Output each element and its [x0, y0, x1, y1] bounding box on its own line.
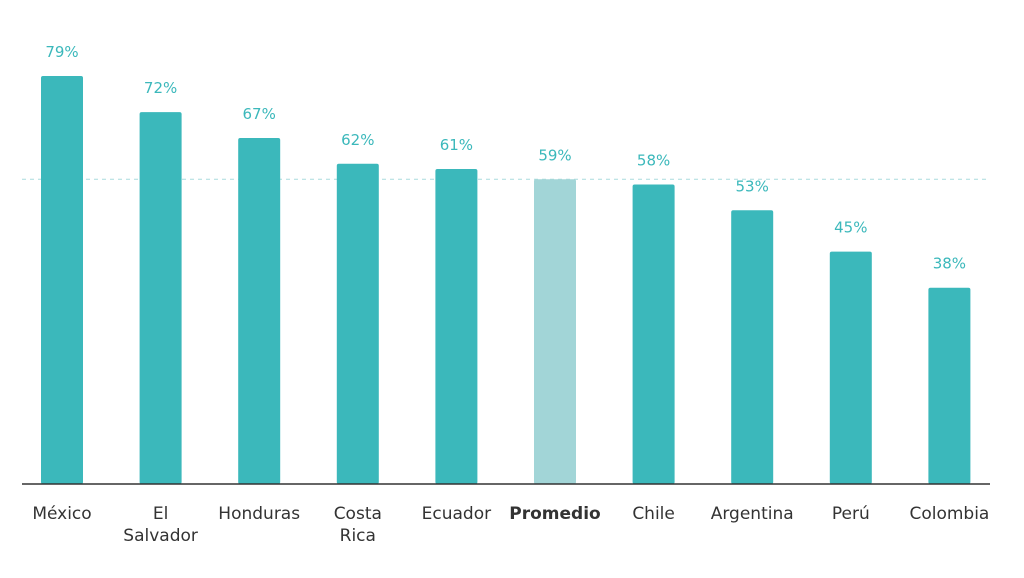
category-label-line: Costa	[334, 504, 382, 524]
value-label-3: 67%	[243, 105, 276, 123]
category-label-line: Chile	[632, 504, 675, 524]
bar-4	[336, 163, 379, 484]
bar-3	[238, 137, 281, 485]
value-label-5: 61%	[440, 136, 473, 154]
bar-7	[632, 184, 675, 485]
category-label-line: Perú	[832, 504, 870, 524]
category-label-line: Promedio	[509, 504, 600, 524]
category-label-10: Colombia	[909, 504, 989, 524]
value-label-9: 45%	[834, 219, 867, 237]
category-label-line: México	[32, 504, 91, 524]
category-labels-group: México El Salvador Honduras Costa Rica Ecuador…	[32, 504, 989, 546]
category-label-line: Honduras	[218, 504, 300, 524]
category-label-7: Chile	[632, 504, 675, 524]
bar-9	[829, 251, 872, 484]
value-label-6: 59%	[538, 146, 571, 164]
value-label-2: 72%	[144, 79, 177, 97]
value-label-4: 62%	[341, 131, 374, 149]
category-label-9: Perú	[832, 504, 870, 524]
category-label-line: Argentina	[711, 504, 794, 524]
value-label-10: 38%	[933, 255, 966, 273]
category-label-8: Argentina	[711, 504, 794, 524]
value-labels-group: 79% 72% 67% 62% 61% 59% 58% 53% 45% 38%	[45, 43, 966, 273]
category-label-2: El Salvador	[123, 504, 198, 546]
bar-8	[731, 210, 774, 484]
category-label-line: Salvador	[123, 526, 198, 546]
bar-6	[534, 179, 576, 484]
category-label-line: El	[153, 504, 168, 524]
bars-group	[41, 76, 971, 485]
category-label-line: Colombia	[909, 504, 989, 524]
category-label-3: Honduras	[218, 504, 300, 524]
value-label-7: 58%	[637, 151, 670, 169]
category-label-line: Ecuador	[422, 504, 491, 524]
bar-10	[928, 287, 971, 484]
category-label-1: México	[32, 504, 91, 524]
category-label-line: Rica	[340, 526, 376, 546]
bar-1	[41, 76, 83, 484]
bar-2	[139, 112, 182, 484]
category-label-6: Promedio	[509, 504, 600, 524]
bar-5	[435, 168, 478, 484]
category-label-5: Ecuador	[422, 504, 491, 524]
value-label-8: 53%	[736, 177, 769, 195]
value-label-1: 79%	[45, 43, 78, 61]
category-label-4: Costa Rica	[334, 504, 382, 546]
